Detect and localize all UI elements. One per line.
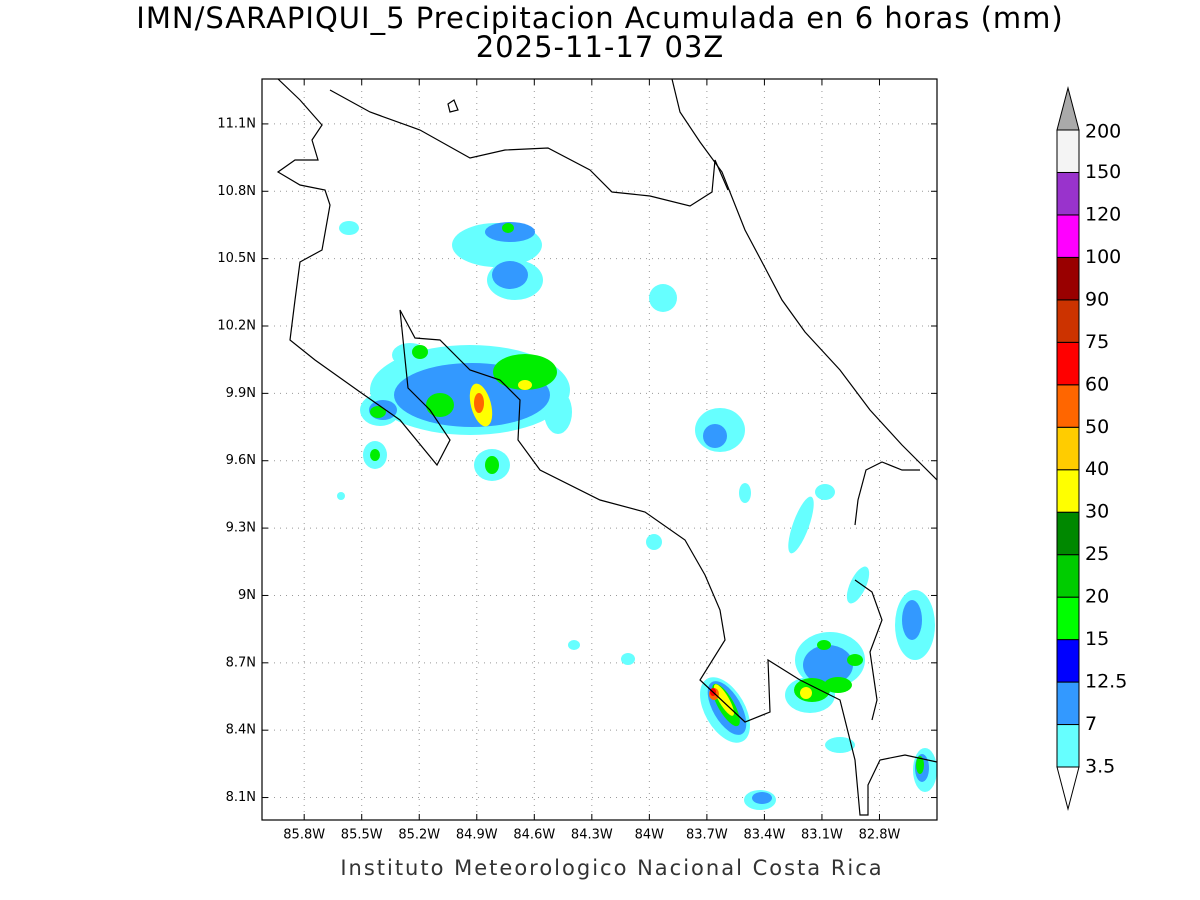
colorbar-box xyxy=(1056,469,1080,513)
colorbar-label: 7 xyxy=(1085,713,1097,735)
y-tick-label: 11.1N xyxy=(217,116,256,131)
y-tick-label: 9.6N xyxy=(226,453,256,468)
y-tick-label: 10.8N xyxy=(217,184,256,199)
colorbar-label: 120 xyxy=(1085,203,1121,225)
coastlines xyxy=(276,79,937,816)
colorbar-over xyxy=(1056,86,1080,131)
colorbar-label: 25 xyxy=(1085,543,1109,565)
x-tick-label: 83.7W xyxy=(686,828,728,843)
precip-field xyxy=(337,221,937,810)
colorbar-label: 3.5 xyxy=(1085,756,1115,778)
colorbar-label: 20 xyxy=(1085,586,1109,608)
x-tick-label: 83.1W xyxy=(801,828,843,843)
colorbar-box xyxy=(1056,299,1080,343)
colorbar-label: 150 xyxy=(1085,161,1121,183)
colorbar-label: 40 xyxy=(1085,458,1109,480)
x-tick-label: 83.4W xyxy=(744,828,786,843)
colorbar-box xyxy=(1056,129,1080,173)
x-tick-label: 85.8W xyxy=(283,828,325,843)
y-tick-label: 9N xyxy=(238,588,256,603)
grid xyxy=(262,79,937,820)
colorbar-label: 30 xyxy=(1085,501,1109,523)
footer: Instituto Meteorologico Nacional Costa R… xyxy=(340,856,883,880)
colorbar-box xyxy=(1056,724,1080,768)
x-tick-label: 84W xyxy=(635,828,665,843)
y-tick-label: 10.5N xyxy=(217,251,256,266)
colorbar-box xyxy=(1056,171,1080,216)
y-tick-label: 9.9N xyxy=(226,386,256,401)
map-frame xyxy=(261,78,938,821)
rain-lightblue xyxy=(369,222,929,804)
y-tick-label: 8.1N xyxy=(226,790,256,805)
x-tick-label: 84.9W xyxy=(456,828,498,843)
colorbar-box xyxy=(1056,214,1080,258)
x-tick-label: 85.5W xyxy=(341,828,383,843)
y-tick-label: 10.2N xyxy=(217,319,256,334)
x-tick-label: 84.3W xyxy=(571,828,613,843)
y-tick-label: 8.7N xyxy=(226,655,256,670)
rain-green xyxy=(370,223,924,774)
x-tick-label: 84.6W xyxy=(513,828,555,843)
colorbar-label: 200 xyxy=(1085,121,1121,143)
colorbar-box xyxy=(1056,341,1080,386)
title: IMN/SARAPIQUI_5 Precipitacion Acumulada … xyxy=(136,1,1063,35)
colorbar-box xyxy=(1056,681,1080,726)
colorbar-box xyxy=(1056,511,1080,556)
colorbar-box xyxy=(1056,426,1080,471)
colorbar-label: 60 xyxy=(1085,373,1109,395)
colorbar-box xyxy=(1056,596,1080,641)
x-tick-label: 85.2W xyxy=(398,828,440,843)
x-tick-label: 82.8W xyxy=(859,828,901,843)
colorbar-under xyxy=(1056,766,1080,811)
y-tick-label: 9.3N xyxy=(226,521,256,536)
colorbar-box xyxy=(1056,554,1080,598)
colorbar-label: 12.5 xyxy=(1085,671,1127,693)
colorbar-box xyxy=(1056,384,1080,428)
y-tick-label: 8.4N xyxy=(226,723,256,738)
colorbar-label: 100 xyxy=(1085,246,1121,268)
colorbar-box xyxy=(1056,639,1080,683)
colorbar-label: 75 xyxy=(1085,331,1109,353)
colorbar-label: 50 xyxy=(1085,416,1109,438)
colorbar-box xyxy=(1056,256,1080,301)
rain-orange xyxy=(474,393,719,700)
subtitle: 2025-11-17 03Z xyxy=(476,30,725,64)
colorbar-label: 15 xyxy=(1085,628,1109,650)
colorbar-label: 90 xyxy=(1085,288,1109,310)
rain-cyan xyxy=(337,221,937,810)
rain-yellow xyxy=(469,380,812,716)
colorbar: 3.5 7 12.5 15 20 25 30 40 50 60 75 90 100 120 150 200 xyxy=(1056,86,1127,811)
